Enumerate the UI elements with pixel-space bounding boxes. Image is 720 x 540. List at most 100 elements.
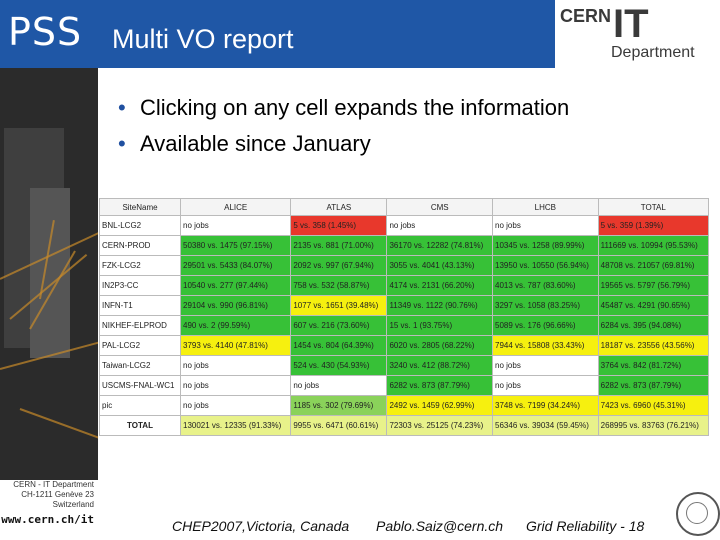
report-cell[interactable]: 607 vs. 216 (73.60%) bbox=[290, 315, 388, 336]
logo-cern-text: CERN bbox=[560, 6, 612, 26]
table-header-row: SiteName ALICE ATLAS CMS LHCB TOTAL bbox=[99, 198, 710, 216]
report-cell[interactable]: 10540 vs. 277 (97.44%) bbox=[179, 275, 292, 296]
bullet-item: • Available since January bbox=[118, 126, 569, 162]
site-name-cell: pic bbox=[99, 395, 181, 416]
site-name-cell: IN2P3-CC bbox=[99, 275, 181, 296]
column-header: ALICE bbox=[179, 198, 292, 216]
report-cell[interactable]: 7944 vs. 15808 (33.43%) bbox=[492, 335, 599, 356]
report-cell[interactable]: no jobs bbox=[492, 375, 599, 396]
report-cell[interactable]: 490 vs. 2 (99.59%) bbox=[179, 315, 292, 336]
site-name-cell: TOTAL bbox=[99, 415, 181, 436]
report-cell[interactable]: 19565 vs. 5797 (56.79%) bbox=[597, 275, 710, 296]
footer-event: CHEP2007,Victoria, Canada bbox=[172, 518, 350, 534]
report-cell[interactable]: 524 vs. 430 (54.93%) bbox=[290, 355, 388, 376]
logo-department-text: Department bbox=[611, 44, 695, 61]
report-cell[interactable]: 13950 vs. 10550 (56.94%) bbox=[492, 255, 599, 276]
bullet-item: • Clicking on any cell expands the inform… bbox=[118, 90, 569, 126]
report-cell[interactable]: 48708 vs. 21057 (69.81%) bbox=[597, 255, 710, 276]
site-name-cell: PAL-LCG2 bbox=[99, 335, 181, 356]
table-row: NIKHEF-ELPROD 490 vs. 2 (99.59%) 607 vs. 2… bbox=[99, 315, 710, 336]
logo-it-text: IT bbox=[613, 2, 649, 46]
report-cell[interactable]: 6282 vs. 873 (87.79%) bbox=[597, 375, 710, 396]
report-cell[interactable]: 72303 vs. 25125 (74.23%) bbox=[386, 415, 494, 436]
report-cell[interactable]: 56346 vs. 39034 (59.45%) bbox=[492, 415, 599, 436]
report-cell[interactable]: 3055 vs. 4041 (43.13%) bbox=[386, 255, 494, 276]
report-cell[interactable]: no jobs bbox=[290, 375, 388, 396]
report-cell[interactable]: no jobs bbox=[386, 215, 494, 236]
report-cell[interactable]: 1185 vs. 302 (79.69%) bbox=[290, 395, 388, 416]
column-header: CMS bbox=[386, 198, 494, 216]
report-cell[interactable]: 5 vs. 358 (1.45%) bbox=[290, 215, 388, 236]
cern-seal-ring bbox=[686, 502, 708, 524]
report-cell[interactable]: no jobs bbox=[492, 215, 599, 236]
report-cell[interactable]: 50380 vs. 1475 (97.15%) bbox=[179, 235, 292, 256]
report-cell[interactable]: 45487 vs. 4291 (90.65%) bbox=[597, 295, 710, 316]
report-cell[interactable]: 4013 vs. 787 (83.60%) bbox=[492, 275, 599, 296]
column-header: SiteName bbox=[99, 198, 181, 216]
report-cell[interactable]: 2135 vs. 881 (71.00%) bbox=[290, 235, 388, 256]
report-cell[interactable]: no jobs bbox=[179, 215, 292, 236]
report-cell[interactable]: 3764 vs. 842 (81.72%) bbox=[597, 355, 710, 376]
cern-it-url[interactable]: www.cern.ch/it bbox=[1, 513, 94, 526]
report-cell[interactable]: 3297 vs. 1058 (83.25%) bbox=[492, 295, 599, 316]
column-header: ATLAS bbox=[290, 198, 388, 216]
report-cell[interactable]: 29501 vs. 5433 (84.07%) bbox=[179, 255, 292, 276]
report-cell[interactable]: 36170 vs. 12282 (74.81%) bbox=[386, 235, 494, 256]
sidebar-decoration bbox=[0, 68, 98, 540]
table-row: IN2P3-CC 10540 vs. 277 (97.44%) 758 vs. 53… bbox=[99, 275, 710, 296]
report-cell[interactable]: 7423 vs. 6960 (45.31%) bbox=[597, 395, 710, 416]
site-name-cell: BNL-LCG2 bbox=[99, 215, 181, 236]
report-cell[interactable]: 5 vs. 359 (1.39%) bbox=[597, 215, 710, 236]
multi-vo-report-table: SiteName ALICE ATLAS CMS LHCB TOTAL BNL-… bbox=[99, 198, 710, 436]
site-name-cell: FZK-LCG2 bbox=[99, 255, 181, 276]
report-cell[interactable]: 3793 vs. 4140 (47.81%) bbox=[179, 335, 292, 356]
report-cell[interactable]: 2492 vs. 1459 (62.99%) bbox=[386, 395, 494, 416]
report-cell[interactable]: 18187 vs. 23556 (43.56%) bbox=[597, 335, 710, 356]
report-cell[interactable]: no jobs bbox=[179, 355, 292, 376]
report-cell[interactable]: 9955 vs. 6471 (60.61%) bbox=[290, 415, 388, 436]
footer-slide-number: Grid Reliability - 18 bbox=[526, 518, 645, 534]
slide-header: PSS Multi VO report CERN IT Department bbox=[0, 0, 720, 68]
table-row: Taiwan-LCG2 no jobs 524 vs. 430 (54.93%) 32… bbox=[99, 355, 710, 376]
report-cell[interactable]: 1077 vs. 1651 (39.48%) bbox=[290, 295, 388, 316]
report-cell[interactable]: 5089 vs. 176 (96.66%) bbox=[492, 315, 599, 336]
bullet-text: Available since January bbox=[140, 131, 371, 156]
table-row: USCMS-FNAL-WC1 no jobs no jobs 6282 vs. 873… bbox=[99, 375, 710, 396]
report-cell[interactable]: 758 vs. 532 (58.87%) bbox=[290, 275, 388, 296]
bullet-dot-icon: • bbox=[118, 95, 126, 120]
report-cell[interactable]: 6282 vs. 873 (87.79%) bbox=[386, 375, 494, 396]
cern-it-logo: CERN IT Department bbox=[555, 0, 720, 68]
report-cell[interactable]: 4174 vs. 2131 (66.20%) bbox=[386, 275, 494, 296]
address-line-3: Switzerland bbox=[52, 500, 94, 509]
report-cell[interactable]: 3748 vs. 7199 (34.24%) bbox=[492, 395, 599, 416]
address-line-2: CH-1211 Genève 23 bbox=[21, 490, 94, 499]
column-header: LHCB bbox=[492, 198, 599, 216]
particle-track bbox=[19, 408, 98, 441]
table-row: TOTAL 130021 vs. 12335 (91.33%) 9955 vs. 6… bbox=[99, 415, 710, 436]
site-name-cell: CERN-PROD bbox=[99, 235, 181, 256]
table-row: PAL-LCG2 3793 vs. 4140 (47.81%) 1454 vs. 8… bbox=[99, 335, 710, 356]
report-cell[interactable]: 268995 vs. 83763 (76.21%) bbox=[597, 415, 710, 436]
report-cell[interactable]: 29104 vs. 990 (96.81%) bbox=[179, 295, 292, 316]
table-row: BNL-LCG2 no jobs 5 vs. 358 (1.45%) no jobs n… bbox=[99, 215, 710, 236]
report-cell[interactable]: no jobs bbox=[179, 375, 292, 396]
report-cell[interactable]: 130021 vs. 12335 (91.33%) bbox=[179, 415, 292, 436]
site-name-cell: INFN-T1 bbox=[99, 295, 181, 316]
report-cell[interactable]: 111669 vs. 10994 (95.53%) bbox=[597, 235, 710, 256]
report-cell[interactable]: 15 vs. 1 (93.75%) bbox=[386, 315, 494, 336]
site-name-cell: Taiwan-LCG2 bbox=[99, 355, 181, 376]
address-line-1: CERN - IT Department bbox=[13, 480, 94, 489]
report-cell[interactable]: 2092 vs. 997 (67.94%) bbox=[290, 255, 388, 276]
bullet-dot-icon: • bbox=[118, 131, 126, 156]
report-cell[interactable]: 3240 vs. 412 (88.72%) bbox=[386, 355, 494, 376]
report-cell[interactable]: no jobs bbox=[492, 355, 599, 376]
slide-title: Multi VO report bbox=[112, 24, 294, 54]
report-cell[interactable]: no jobs bbox=[179, 395, 292, 416]
report-cell[interactable]: 11349 vs. 1122 (90.76%) bbox=[386, 295, 494, 316]
table-row: FZK-LCG2 29501 vs. 5433 (84.07%) 2092 vs. … bbox=[99, 255, 710, 276]
report-cell[interactable]: 6284 vs. 395 (94.08%) bbox=[597, 315, 710, 336]
report-cell[interactable]: 6020 vs. 2805 (68.22%) bbox=[386, 335, 494, 356]
report-cell[interactable]: 1454 vs. 804 (64.39%) bbox=[290, 335, 388, 356]
report-cell[interactable]: 10345 vs. 1258 (89.99%) bbox=[492, 235, 599, 256]
pss-brand: PSS bbox=[8, 10, 83, 54]
